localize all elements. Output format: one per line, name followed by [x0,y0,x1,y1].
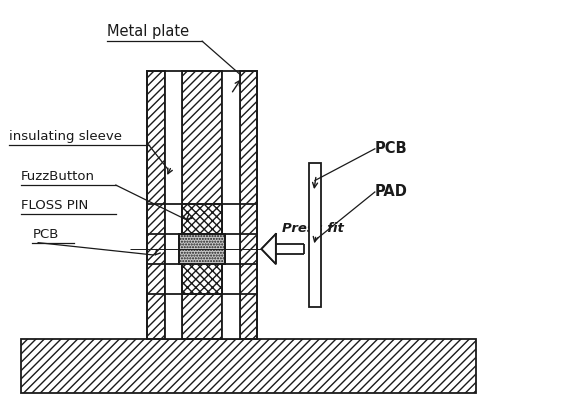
Bar [182,264,222,294]
Bar [179,234,225,264]
Polygon shape [261,234,276,264]
Bar [179,234,225,264]
Bar [148,71,257,339]
Text: Press fit: Press fit [282,222,343,235]
Bar [239,71,257,339]
Bar [148,71,165,339]
Bar [165,71,182,339]
Bar [182,204,222,234]
Bar [148,71,257,339]
Text: FuzzButton: FuzzButton [21,171,95,184]
Text: FLOSS PIN: FLOSS PIN [21,199,88,212]
Bar [182,264,222,294]
Bar [222,71,239,339]
Text: Metal plate: Metal plate [107,24,189,39]
Bar [182,71,222,339]
Bar [182,204,222,234]
Text: PCB: PCB [32,228,59,241]
Text: insulating sleeve: insulating sleeve [9,130,122,143]
Bar [309,163,321,307]
Text: PCB: PCB [375,141,407,156]
Bar [21,339,475,394]
Text: PAD: PAD [375,184,408,199]
